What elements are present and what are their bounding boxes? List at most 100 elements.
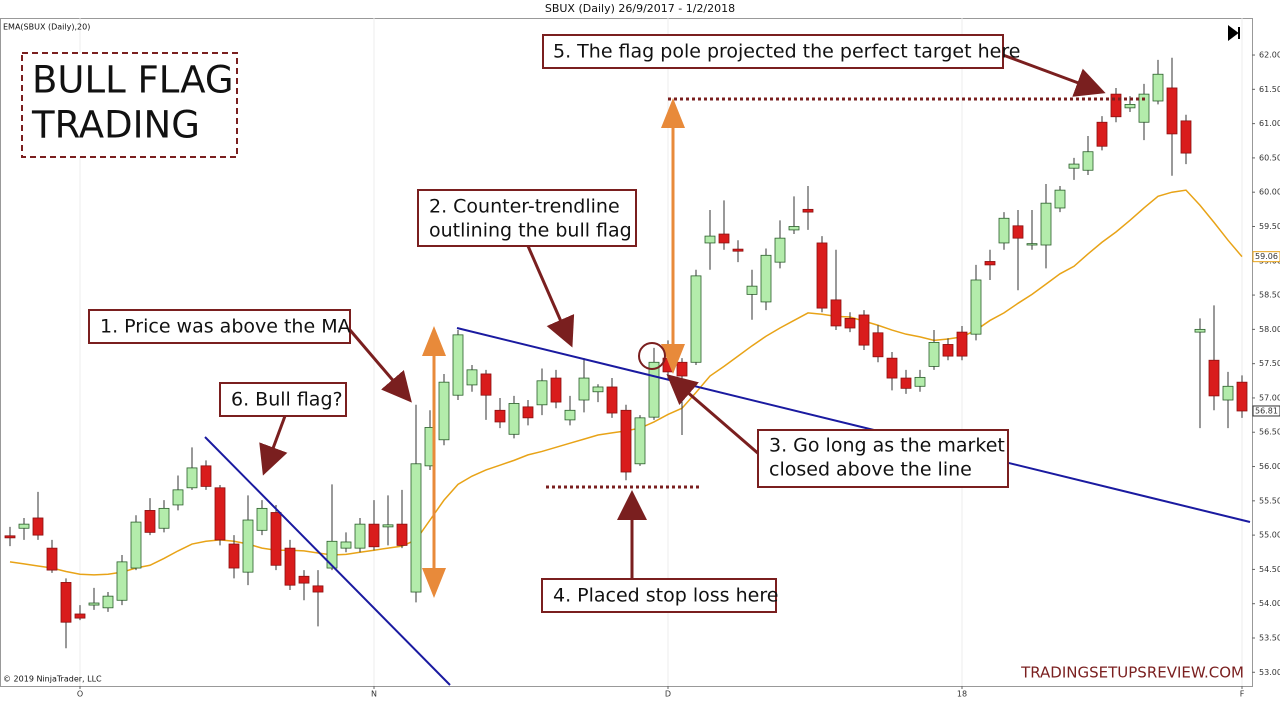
note: 3. Go long as the market xyxy=(769,435,1005,457)
note-box xyxy=(757,429,1009,488)
candle-down xyxy=(494,409,506,423)
y-tick-label: 57.00 xyxy=(1259,393,1280,402)
candle-down xyxy=(886,357,898,379)
indicator-label: EMA(SBUX (Daily),20) xyxy=(3,23,90,32)
candle-up xyxy=(760,254,772,303)
candle-up xyxy=(130,521,142,569)
candle-down xyxy=(228,543,240,569)
candle-down xyxy=(368,523,380,548)
candle-up xyxy=(564,409,576,421)
candle-up xyxy=(452,334,464,396)
candle-down xyxy=(1110,93,1122,118)
arrow xyxy=(666,374,761,457)
note: 1. Price was above the MA xyxy=(100,316,351,338)
candle-down xyxy=(620,409,632,473)
candle-down xyxy=(1180,120,1192,154)
candle-up xyxy=(1194,328,1206,333)
candle-up xyxy=(508,403,520,435)
candle-down xyxy=(1012,225,1024,239)
candle-down xyxy=(144,510,156,533)
candle-down xyxy=(522,406,534,419)
candle-up xyxy=(1040,202,1052,246)
copyright: © 2019 NinjaTrader, LLC xyxy=(3,675,102,684)
candle-up xyxy=(102,595,114,609)
candle-down xyxy=(830,299,842,327)
candle-down xyxy=(312,585,324,593)
y-tick-label: 59.50 xyxy=(1259,222,1280,231)
candle-up xyxy=(382,524,394,528)
note: closed above the line xyxy=(769,459,972,481)
candle-down xyxy=(1166,87,1178,135)
note: outlining the bull flag xyxy=(429,220,632,242)
note-box xyxy=(219,382,347,417)
y-tick-label: 55.00 xyxy=(1259,531,1280,540)
arrow xyxy=(259,415,288,476)
candle-up xyxy=(1152,73,1164,102)
candle-up xyxy=(634,417,646,465)
candle-up xyxy=(18,523,30,529)
candle-down xyxy=(676,361,688,377)
candle-up xyxy=(774,237,786,263)
note-box xyxy=(541,578,777,613)
candle-up xyxy=(1138,93,1150,123)
scroll-end-icon[interactable] xyxy=(1228,25,1240,41)
candle-up xyxy=(998,217,1010,244)
candle-down xyxy=(550,377,562,403)
y-tick-label: 54.50 xyxy=(1259,565,1280,574)
candle-down xyxy=(1096,121,1108,147)
candle-down xyxy=(872,332,884,358)
plot-frame xyxy=(0,18,1253,687)
y-tick-label: 60.00 xyxy=(1259,188,1280,197)
candle-up xyxy=(788,226,800,231)
candle-up xyxy=(172,489,184,506)
candle-down xyxy=(270,512,282,566)
y-tick-label: 62.00 xyxy=(1259,51,1280,60)
callout-arrows xyxy=(259,53,1106,579)
chart-title: SBUX (Daily) 26/9/2017 - 1/2/2018 xyxy=(545,2,735,15)
candle-down xyxy=(816,242,828,309)
candle-down xyxy=(74,613,86,619)
candle-down xyxy=(46,547,58,571)
note: 2. Counter-trendline xyxy=(429,196,620,218)
candle-down xyxy=(1208,359,1220,397)
candle-up xyxy=(88,602,100,606)
candle-up xyxy=(256,507,268,531)
note: 5. The flag pole projected the perfect t… xyxy=(553,41,1020,63)
candle-down xyxy=(606,386,618,414)
x-tick-label: N xyxy=(371,690,377,699)
candle-up xyxy=(648,361,660,418)
candle-up xyxy=(354,523,366,549)
candle-down xyxy=(396,523,408,546)
arrow xyxy=(348,329,412,403)
candle-up xyxy=(1054,189,1066,209)
candle-down xyxy=(942,344,954,357)
watermark: TRADINGSETUPSREVIEW.COM xyxy=(1020,664,1244,682)
candle-up xyxy=(466,369,478,386)
candle-down xyxy=(200,465,212,487)
y-tick-label: 58.50 xyxy=(1259,291,1280,300)
candle-up xyxy=(1082,151,1094,171)
candle-up xyxy=(1068,163,1080,169)
price-marker xyxy=(1252,405,1280,417)
candle-up xyxy=(536,380,548,406)
note-box xyxy=(88,309,351,344)
note: 4. Placed stop loss here xyxy=(553,585,778,607)
candle-up xyxy=(116,561,128,601)
x-tick-label: O xyxy=(77,690,83,699)
headline: BULL FLAG xyxy=(32,59,234,102)
candle-up xyxy=(578,377,590,401)
trendline xyxy=(456,327,1251,523)
y-tick-label: 61.00 xyxy=(1259,119,1280,128)
y-tick-label: 58.00 xyxy=(1259,325,1280,334)
price-marker xyxy=(1252,251,1280,263)
candle-down xyxy=(284,547,296,586)
candle-down xyxy=(956,331,968,357)
candle-up xyxy=(410,463,422,593)
candle-up xyxy=(690,275,702,363)
candle-up xyxy=(746,285,758,295)
candle-down xyxy=(802,208,814,213)
arrow xyxy=(1002,53,1106,97)
y-tick-label: 56.50 xyxy=(1259,428,1280,437)
x-tick-label: 18 xyxy=(957,690,967,699)
